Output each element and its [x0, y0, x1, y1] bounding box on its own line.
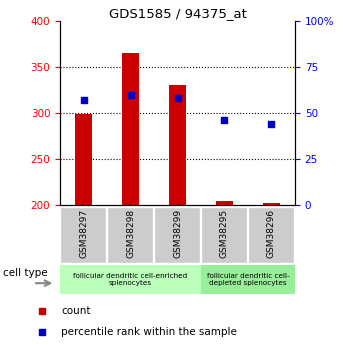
Point [222, 118, 227, 123]
FancyBboxPatch shape [60, 265, 201, 294]
Point [269, 121, 274, 127]
Text: follicular dendritic cell-
depleted splenocytes: follicular dendritic cell- depleted sple… [207, 273, 289, 286]
Text: GSM38298: GSM38298 [126, 209, 135, 258]
Text: GSM38297: GSM38297 [79, 209, 88, 258]
Text: percentile rank within the sample: percentile rank within the sample [61, 327, 237, 337]
FancyBboxPatch shape [107, 207, 153, 263]
Text: GSM38299: GSM38299 [173, 209, 182, 258]
Point [128, 92, 133, 97]
Text: cell type: cell type [3, 268, 48, 278]
Point [81, 97, 86, 103]
Bar [216, 201, 233, 205]
FancyBboxPatch shape [60, 207, 106, 263]
Title: GDS1585 / 94375_at: GDS1585 / 94375_at [109, 7, 246, 20]
FancyBboxPatch shape [201, 265, 295, 294]
Bar [263, 203, 280, 205]
Bar [122, 53, 139, 205]
FancyBboxPatch shape [201, 207, 247, 263]
Bar [169, 85, 186, 205]
Text: count: count [61, 306, 91, 315]
FancyBboxPatch shape [248, 207, 294, 263]
FancyBboxPatch shape [154, 207, 200, 263]
Point [175, 96, 180, 101]
Text: GSM38296: GSM38296 [267, 209, 276, 258]
Text: follicular dendritic cell-enriched
splenocytes: follicular dendritic cell-enriched splen… [73, 273, 188, 286]
Bar [75, 114, 92, 205]
Text: GSM38295: GSM38295 [220, 209, 229, 258]
